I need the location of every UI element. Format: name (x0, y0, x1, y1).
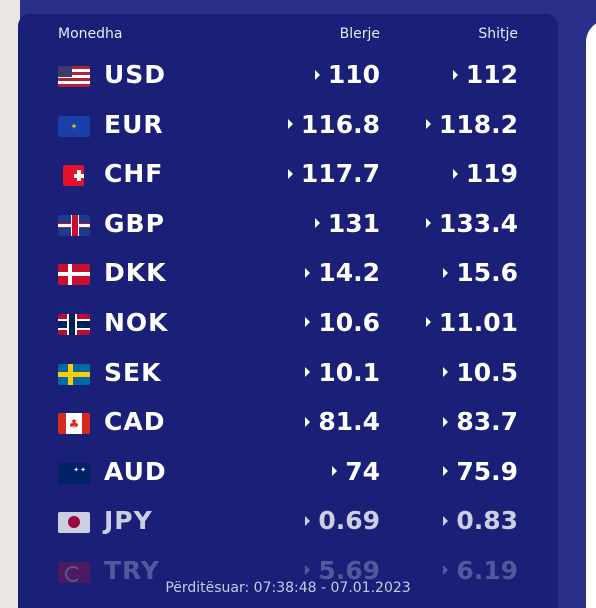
currency-code: AUD (104, 456, 167, 486)
rate-row-jpy: JPY 0.69 0.83 (18, 498, 558, 548)
buy-rate: 81.4 (305, 407, 380, 436)
rate-row-eur: ✶ EUR 116.8 118.2 (18, 102, 558, 152)
us-flag-icon (58, 66, 90, 87)
ca-flag-icon: ♣ (58, 413, 90, 435)
triangle-right-icon (314, 69, 320, 80)
triangle-right-icon (443, 466, 449, 477)
currency-code: CAD (104, 407, 166, 437)
au-flag-icon: ✦✦ (58, 462, 90, 484)
adjacent-panel-edge (586, 20, 596, 608)
triangle-right-icon (332, 466, 338, 477)
rate-row-usd: USD 110 112 (18, 52, 558, 102)
sell-rate: 133.4 (425, 209, 518, 238)
triangle-right-icon (425, 119, 431, 130)
triangle-right-icon (443, 515, 449, 526)
sell-rate: 119 (452, 159, 518, 188)
buy-rate: 10.1 (305, 358, 380, 387)
triangle-right-icon (452, 168, 458, 179)
currency-code: SEK (104, 357, 162, 387)
triangle-right-icon (314, 218, 320, 229)
triangle-right-icon (287, 168, 293, 179)
buy-rate: 116.8 (287, 110, 380, 139)
buy-rate: 131 (314, 209, 380, 238)
header-currency: Monedha (58, 26, 123, 42)
sell-rate: 83.7 (443, 407, 518, 436)
rate-row-chf: CHF 117.7 119 (18, 151, 558, 201)
rate-row-try: TRY 5.69 6.19 (18, 548, 558, 598)
no-flag-icon (58, 313, 90, 335)
triangle-right-icon (305, 416, 311, 427)
sell-rate: 6.19 (443, 556, 518, 585)
triangle-right-icon (425, 317, 431, 328)
rates-list: USD 110 112 ✶ EUR 116.8 118.2 CHF 117.7 … (18, 52, 558, 598)
rates-header: Monedha Blerje Shitje (18, 14, 558, 54)
currency-code: NOK (104, 307, 169, 337)
buy-rate: 74 (332, 457, 380, 486)
currency-code: CHF (104, 159, 164, 189)
buy-rate: 10.6 (305, 308, 380, 337)
currency-code: GBP (104, 208, 165, 238)
rate-row-gbp: GBP 131 133.4 (18, 201, 558, 251)
header-buy: Blerje (339, 26, 380, 42)
triangle-right-icon (452, 69, 458, 80)
triangle-right-icon (443, 367, 449, 378)
buy-rate: 117.7 (287, 159, 380, 188)
triangle-right-icon (443, 416, 449, 427)
jp-flag-icon (58, 512, 90, 534)
header-sell: Shitje (478, 26, 518, 42)
gb-flag-icon (58, 214, 90, 236)
last-updated: Përditësuar: 07:38:48 - 07.01.2023 (165, 580, 411, 596)
se-flag-icon (58, 363, 90, 385)
buy-rate: 0.69 (305, 506, 380, 535)
sell-rate: 75.9 (443, 457, 518, 486)
sell-rate: 11.01 (425, 308, 518, 337)
page-left-edge (0, 0, 20, 608)
triangle-right-icon (305, 565, 311, 576)
sell-rate: 10.5 (443, 358, 518, 387)
buy-rate: 14.2 (305, 258, 380, 287)
rate-row-aud: ✦✦ AUD 74 75.9 (18, 449, 558, 499)
rate-row-sek: SEK 10.1 10.5 (18, 350, 558, 400)
currency-code: EUR (104, 109, 164, 139)
currency-code: JPY (104, 506, 153, 536)
tr-flag-icon (58, 561, 90, 583)
sell-rate: 0.83 (443, 506, 518, 535)
currency-code: TRY (104, 555, 161, 585)
triangle-right-icon (287, 119, 293, 130)
rate-row-dkk: DKK 14.2 15.6 (18, 250, 558, 300)
triangle-right-icon (305, 317, 311, 328)
exchange-rates-panel: Monedha Blerje Shitje USD 110 112 ✶ EUR … (18, 14, 558, 608)
eu-flag-icon: ✶ (58, 115, 90, 137)
rate-row-cad: ♣ CAD 81.4 83.7 (18, 399, 558, 449)
sell-rate: 118.2 (425, 110, 518, 139)
triangle-right-icon (425, 218, 431, 229)
triangle-right-icon (443, 565, 449, 576)
currency-code: USD (104, 60, 167, 89)
triangle-right-icon (443, 267, 449, 278)
buy-rate: 5.69 (305, 556, 380, 585)
dk-flag-icon (58, 264, 90, 286)
rate-row-nok: NOK 10.6 11.01 (18, 300, 558, 350)
ch-flag-icon (63, 165, 84, 187)
triangle-right-icon (305, 367, 311, 378)
buy-rate: 110 (314, 60, 380, 89)
sell-rate: 15.6 (443, 258, 518, 287)
triangle-right-icon (305, 515, 311, 526)
currency-code: DKK (104, 258, 167, 288)
sell-rate: 112 (452, 60, 518, 89)
triangle-right-icon (305, 267, 311, 278)
